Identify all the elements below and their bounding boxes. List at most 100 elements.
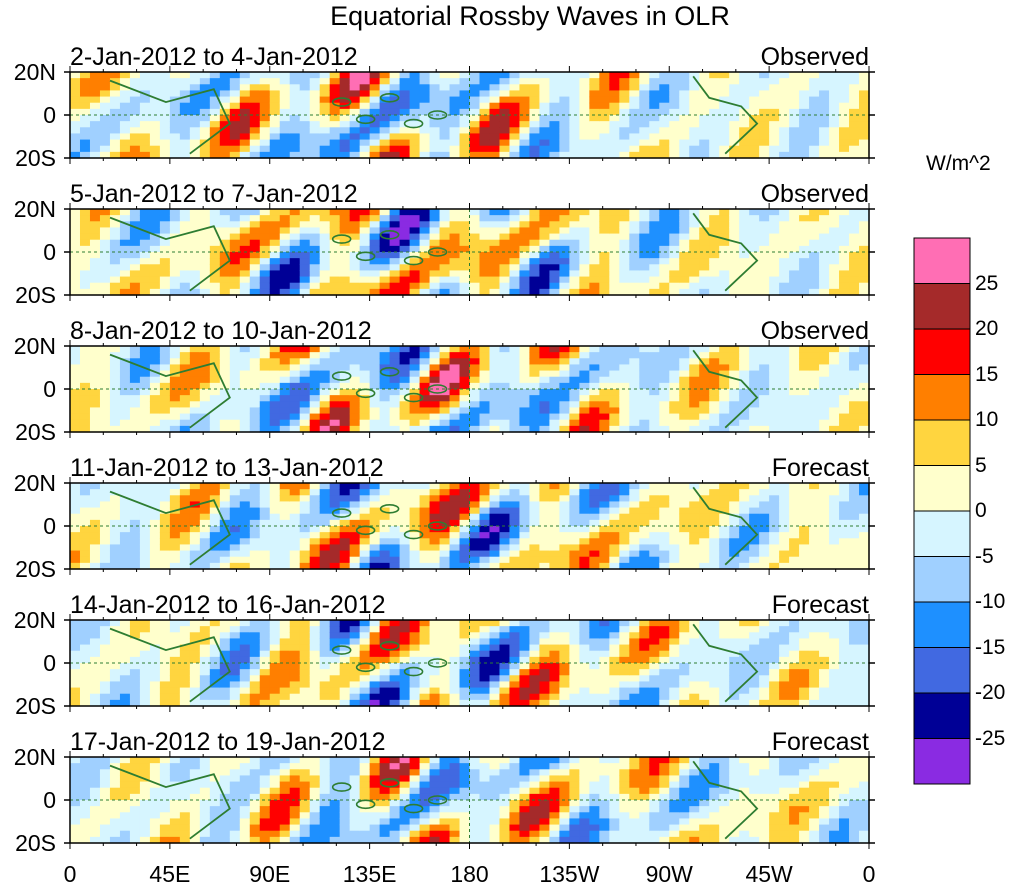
field-cell: [339, 145, 351, 153]
field-cell: [669, 133, 680, 141]
field-cell: [79, 501, 91, 509]
field-cell: [70, 121, 81, 128]
field-cell: [70, 78, 81, 85]
field-cell: [89, 556, 101, 564]
field-cell: [469, 407, 481, 415]
field-cell: [399, 376, 411, 384]
field-cell: [819, 413, 830, 421]
field-cell: [399, 489, 411, 496]
field-cell: [809, 562, 820, 570]
field-cell: [499, 352, 511, 359]
field-cell: [329, 139, 341, 147]
field-cell: [629, 215, 640, 222]
field-cell: [819, 276, 830, 284]
field-cell: [469, 145, 481, 153]
field-cell: [229, 681, 241, 689]
field-cell: [199, 663, 211, 670]
field-cell: [119, 501, 131, 509]
field-cell: [239, 151, 251, 159]
field-cell: [269, 102, 281, 110]
field-cell: [549, 78, 560, 85]
field-cell: [559, 72, 570, 79]
field-cell: [539, 102, 550, 110]
field-cell: [739, 239, 750, 247]
field-cell: [509, 346, 521, 353]
field-cell: [849, 352, 860, 359]
field-cell: [709, 145, 720, 153]
field-cell: [489, 550, 501, 558]
field-cell: [399, 264, 411, 272]
field-cell: [129, 352, 141, 359]
field-cell: [479, 389, 491, 396]
field-cell: [379, 526, 391, 533]
field-cell: [769, 276, 780, 284]
field-cell: [569, 133, 580, 141]
field-cell: [859, 121, 870, 128]
field-cell: [629, 562, 640, 570]
field-cell: [219, 145, 231, 153]
field-cell: [739, 538, 750, 546]
field-cell: [629, 526, 640, 533]
field-cell: [709, 264, 720, 272]
field-cell: [729, 239, 740, 247]
field-cell: [359, 72, 371, 79]
field-cell: [849, 425, 860, 433]
field-cell: [189, 115, 201, 122]
field-cell: [289, 519, 301, 527]
field-cell: [129, 675, 141, 683]
field-cell: [379, 151, 391, 159]
field-cell: [89, 115, 101, 122]
field-cell: [209, 507, 221, 515]
field-cell: [89, 419, 101, 427]
field-cell: [419, 133, 431, 141]
field-cell: [439, 507, 451, 515]
field-cell: [429, 364, 441, 372]
field-cell: [79, 489, 91, 496]
field-cell: [199, 656, 211, 664]
field-cell: [169, 264, 181, 272]
field-cell: [649, 364, 660, 372]
field-cell: [569, 376, 580, 384]
field-cell: [609, 264, 620, 272]
field-cell: [709, 221, 720, 229]
field-cell: [659, 556, 670, 564]
field-cell: [739, 258, 750, 265]
field-cell: [419, 215, 431, 222]
field-cell: [269, 526, 281, 533]
field-cell: [609, 407, 620, 415]
field-cell: [169, 495, 181, 503]
field-cell: [609, 270, 620, 278]
field-cell: [559, 413, 570, 421]
field-cell: [659, 526, 670, 533]
field-cell: [199, 425, 211, 433]
field-cell: [829, 215, 840, 222]
field-cell: [499, 507, 511, 515]
field-cell: [329, 282, 341, 290]
field-cell: [439, 209, 451, 216]
field-cell: [309, 102, 321, 110]
field-cell: [379, 562, 391, 570]
field-cell: [319, 72, 331, 79]
field-cell: [389, 358, 401, 366]
field-cell: [759, 252, 770, 259]
field-cell: [679, 364, 690, 372]
field-cell: [389, 532, 401, 539]
field-cell: [349, 78, 361, 85]
field-cell: [109, 221, 121, 229]
field-cell: [379, 102, 391, 110]
field-cell: [529, 139, 541, 147]
field-cell: [469, 90, 481, 98]
field-cell: [149, 233, 161, 241]
field-cell: [539, 258, 550, 265]
field-cell: [699, 282, 710, 290]
field-cell: [129, 693, 141, 701]
field-cell: [769, 389, 780, 396]
field-cell: [239, 650, 251, 658]
field-cell: [569, 544, 580, 552]
field-cell: [89, 258, 101, 265]
field-cell: [519, 227, 531, 235]
field-cell: [79, 233, 91, 241]
field-cell: [839, 358, 850, 366]
field-cell: [109, 395, 121, 402]
field-cell: [269, 72, 281, 79]
